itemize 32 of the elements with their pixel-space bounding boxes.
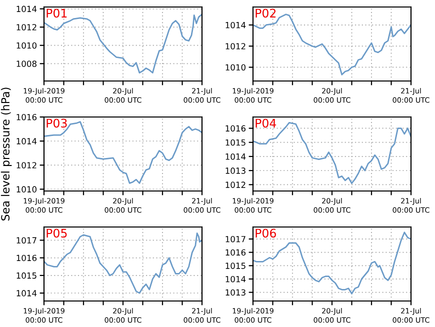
y-tick-label: 1013 — [226, 168, 246, 174]
y-tick-label: 1015 — [226, 262, 246, 269]
y-tick-label: 1014 — [226, 22, 246, 28]
y-tick-label: 1014 — [226, 276, 246, 282]
y-tick-label: 1017 — [16, 237, 36, 244]
chart-title: P03 — [46, 118, 67, 128]
y-tick-label: 1008 — [16, 60, 36, 67]
y-tick-label: 1012 — [16, 24, 36, 30]
y-tick-label: 1014 — [16, 6, 37, 12]
y-tick-label: 1017 — [226, 236, 246, 242]
chart-title: P06 — [256, 228, 276, 238]
y-tick-label: 1014 — [16, 290, 37, 296]
y-tick-label: 1013 — [226, 289, 246, 296]
y-tick-label: 1014 — [16, 138, 37, 144]
y-tick-label: 1015 — [16, 272, 36, 279]
y-tick-label: 1010 — [226, 64, 246, 71]
y-tick-label: 1012 — [16, 162, 36, 168]
y-tick-label: 1010 — [16, 186, 36, 192]
y-tick-label: 1016 — [226, 125, 246, 132]
y-tick-label: 1012 — [226, 182, 246, 188]
y-tick-label: 1010 — [16, 42, 36, 49]
y-tick-label: 1015 — [226, 139, 246, 146]
y-tick-label: 1012 — [226, 43, 246, 50]
chart-title: P04 — [256, 118, 276, 128]
y-tick-label: 1016 — [16, 114, 37, 120]
y-tick-label: 1014 — [226, 153, 246, 160]
y-tick-label: 1016 — [226, 249, 246, 256]
chart-title: P01 — [46, 8, 67, 18]
chart-title: P02 — [256, 8, 276, 18]
chart-title: P05 — [46, 228, 67, 238]
y-tick-label: 1016 — [16, 254, 37, 262]
y-axis-title: Sea level pressure (hPa) — [0, 88, 12, 220]
